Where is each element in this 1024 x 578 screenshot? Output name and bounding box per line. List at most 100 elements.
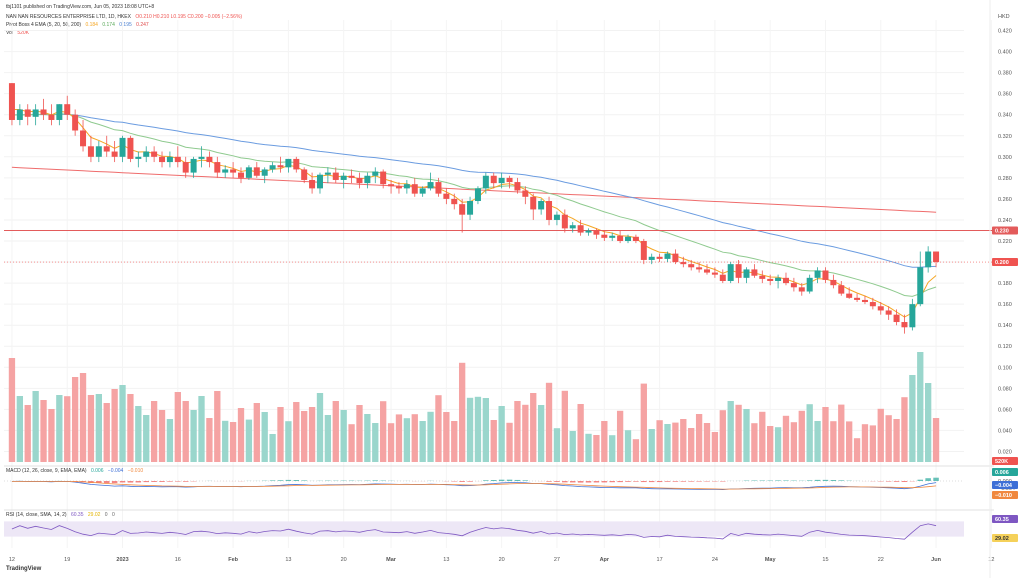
candle-body[interactable] [814, 270, 821, 278]
candle-body[interactable] [372, 171, 379, 176]
candle-body[interactable] [127, 137, 134, 159]
candle-body[interactable] [490, 175, 497, 184]
candle-body[interactable] [293, 158, 300, 170]
candle-body[interactable] [767, 278, 774, 281]
candle-body[interactable] [561, 214, 568, 229]
candle-body[interactable] [538, 201, 545, 210]
candle-body[interactable] [688, 264, 695, 268]
candle-body[interactable] [648, 256, 655, 260]
candle-body[interactable] [395, 186, 402, 189]
candle-body[interactable] [775, 277, 782, 281]
candle-body[interactable] [364, 175, 371, 184]
candle-body[interactable] [277, 165, 284, 168]
candle-body[interactable] [143, 151, 150, 157]
candle-body[interactable] [32, 109, 39, 117]
candle-body[interactable] [577, 225, 584, 233]
candle-body[interactable] [24, 109, 31, 117]
candle-body[interactable] [230, 169, 237, 173]
candle-body[interactable] [261, 169, 268, 176]
candle-body[interactable] [546, 201, 553, 220]
candle-body[interactable] [380, 171, 387, 185]
candle-body[interactable] [348, 175, 355, 178]
candle-body[interactable] [901, 322, 908, 328]
candle-body[interactable] [151, 151, 158, 157]
candle-body[interactable] [214, 162, 221, 173]
candle-body[interactable] [16, 109, 23, 120]
candle-body[interactable] [356, 177, 363, 184]
candle-body[interactable] [332, 172, 339, 180]
candle-body[interactable] [182, 162, 189, 173]
candle-body[interactable] [727, 264, 734, 281]
candle-body[interactable] [443, 193, 450, 199]
candle-body[interactable] [427, 182, 434, 189]
candle-body[interactable] [245, 167, 252, 178]
candle-body[interactable] [324, 172, 331, 175]
candle-body[interactable] [103, 146, 110, 152]
candle-body[interactable] [56, 104, 63, 120]
candle-body[interactable] [703, 269, 711, 273]
candle-body[interactable] [419, 188, 426, 194]
candle-body[interactable] [735, 264, 742, 278]
candle-body[interactable] [751, 269, 758, 276]
candle-body[interactable] [166, 156, 173, 163]
candle-body[interactable] [569, 225, 576, 229]
candle-body[interactable] [680, 262, 687, 265]
candle-body[interactable] [925, 251, 932, 268]
candle-body[interactable] [640, 241, 647, 260]
candle-body[interactable] [403, 184, 410, 189]
candle-body[interactable] [830, 279, 837, 286]
candle-body[interactable] [435, 182, 442, 194]
candle-body[interactable] [111, 151, 118, 157]
candle-body[interactable] [711, 272, 718, 275]
candle-body[interactable] [861, 299, 868, 303]
candle-body[interactable] [72, 114, 79, 131]
candle-body[interactable] [846, 293, 853, 298]
candle-body[interactable] [119, 137, 126, 157]
candle-body[interactable] [135, 156, 142, 159]
candle-body[interactable] [80, 130, 87, 147]
candle-body[interactable] [696, 267, 703, 270]
candle-body[interactable] [593, 230, 600, 235]
candle-body[interactable] [482, 175, 489, 189]
candle-body[interactable] [198, 156, 205, 159]
candle-body[interactable] [411, 184, 418, 194]
candle-body[interactable] [790, 283, 797, 288]
candle-body[interactable] [798, 287, 805, 292]
candle-body[interactable] [190, 158, 197, 173]
candle-body[interactable] [514, 182, 521, 191]
candle-body[interactable] [822, 270, 829, 280]
candle-body[interactable] [632, 236, 639, 241]
candle-body[interactable] [885, 310, 892, 315]
candle-body[interactable] [782, 277, 789, 284]
candle-body[interactable] [159, 156, 166, 163]
candle-body[interactable] [617, 235, 624, 241]
candle-body[interactable] [459, 204, 466, 215]
candle-body[interactable] [506, 177, 513, 183]
candle-body[interactable] [625, 236, 632, 241]
candle-body[interactable] [743, 269, 750, 278]
candle-body[interactable] [309, 179, 316, 189]
candle-body[interactable] [933, 251, 940, 263]
candle-body[interactable] [719, 274, 726, 281]
candle-body[interactable] [87, 146, 94, 157]
candle-body[interactable] [759, 275, 766, 279]
candle-body[interactable] [48, 114, 55, 120]
candle-body[interactable] [340, 175, 347, 180]
candle-body[interactable] [869, 302, 876, 307]
candle-body[interactable] [285, 158, 292, 168]
candle-body[interactable] [467, 201, 474, 215]
candle-body[interactable] [64, 104, 71, 115]
candle-body[interactable] [174, 156, 181, 163]
candle-body[interactable] [498, 177, 505, 184]
candle-body[interactable] [893, 314, 900, 323]
candle-body[interactable] [40, 109, 47, 115]
candle-body[interactable] [451, 198, 458, 205]
candle-body[interactable] [877, 306, 884, 311]
candle-body[interactable] [301, 169, 308, 180]
candle-body[interactable] [838, 285, 845, 294]
candle-body[interactable] [664, 253, 671, 259]
candle-body[interactable] [854, 297, 861, 300]
candle-body[interactable] [95, 146, 102, 157]
candle-body[interactable] [806, 277, 813, 292]
